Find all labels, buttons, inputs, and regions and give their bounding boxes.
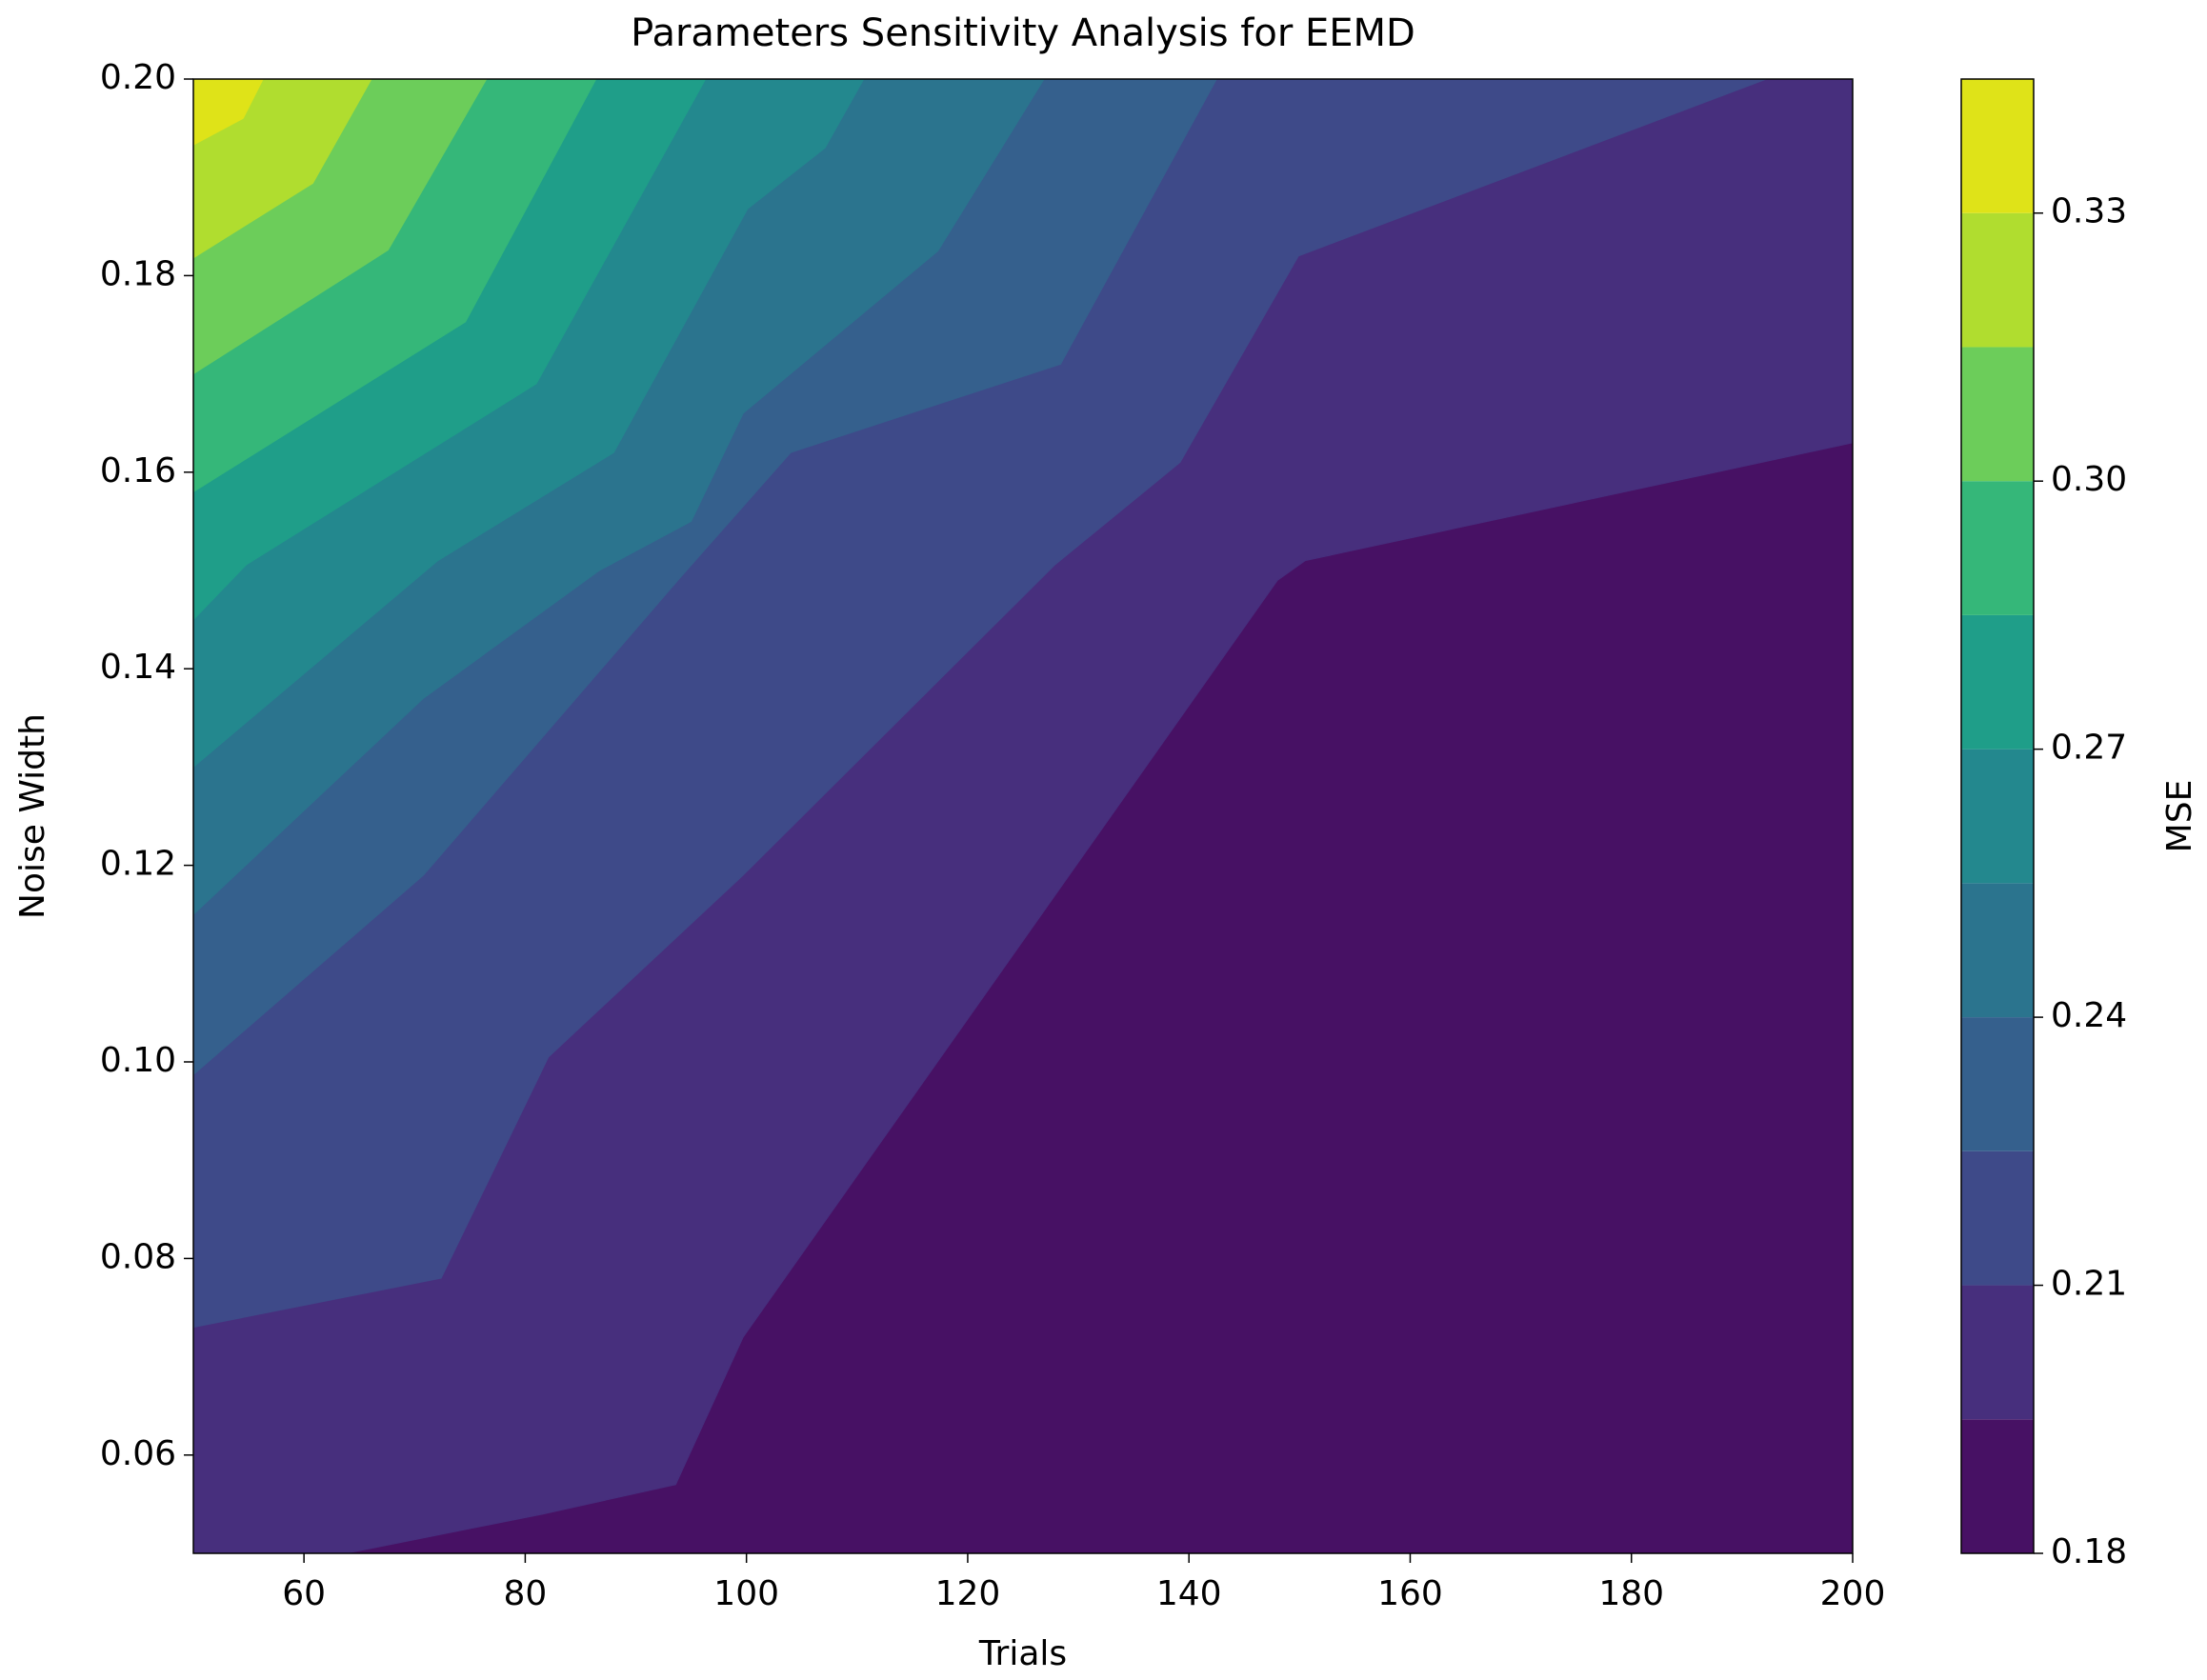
x-tick-label: 80 [503,1574,547,1613]
x-tick-label: 160 [1377,1574,1443,1613]
colorbar-band [1961,1150,2034,1286]
y-tick-label: 0.16 [100,451,176,490]
colorbar-tick-label: 0.30 [2051,460,2127,499]
contour-line [193,79,865,768]
y-tick-label: 0.18 [100,254,176,293]
y-tick-label: 0.12 [100,845,176,884]
colorbar-tick-label: 0.33 [2051,192,2127,231]
colorbar-band [1961,79,2034,213]
x-axis-label: Trials [978,1634,1067,1673]
colorbar-band [1961,212,2034,348]
contour-line [193,79,597,492]
colorbar-band [1961,614,2034,750]
chart-title: Parameters Sensitivity Analysis for EEMD [631,11,1415,55]
contour-line [193,79,1767,1329]
colorbar-band [1961,347,2034,482]
y-tick-label: 0.08 [100,1237,176,1276]
contour-line [193,79,372,259]
colorbar-band [1961,1285,2034,1420]
x-tick-label: 200 [1820,1574,1886,1613]
colorbar-band [1961,481,2034,615]
colorbar-band [1961,1017,2034,1151]
contour-line [193,79,707,620]
contour-band [193,79,1853,1553]
contour-line [193,79,488,375]
contour-band [193,79,1853,1553]
plot-frame [192,78,1854,1554]
colorbar-tick-label: 0.18 [2051,1532,2127,1571]
x-tick-label: 120 [935,1574,1001,1613]
y-tick-label: 0.14 [100,648,176,687]
colorbar-frame [1960,78,2035,1554]
x-tick-label: 100 [713,1574,779,1613]
colorbar-label: MSE [2160,780,2199,853]
colorbar-band [1961,883,2034,1018]
y-tick-label: 0.10 [100,1041,176,1080]
x-tick-label: 60 [282,1574,326,1613]
y-tick-label: 0.20 [100,58,176,97]
colorbar-tick-label: 0.27 [2051,729,2127,768]
colorbar-band [1961,749,2034,884]
contour-line [346,442,1853,1553]
contour-line [193,79,1045,915]
contour-line [193,79,264,146]
x-tick-label: 140 [1156,1574,1222,1613]
colorbar-tick-label: 0.21 [2051,1265,2127,1304]
colorbar-band [1961,1419,2034,1553]
colorbar-tick-label: 0.24 [2051,996,2127,1035]
y-tick-label: 0.06 [100,1434,176,1473]
x-tick-label: 180 [1598,1574,1664,1613]
contour-line [193,79,1217,1075]
y-axis-label: Noise Width [13,713,52,919]
